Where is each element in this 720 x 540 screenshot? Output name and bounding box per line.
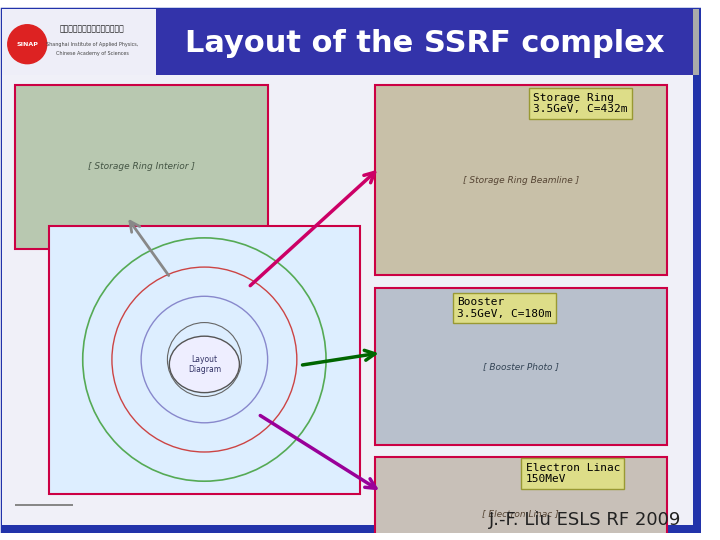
Circle shape bbox=[8, 25, 47, 64]
Bar bbox=[374, 85, 667, 275]
Text: Layout of the SSRF complex: Layout of the SSRF complex bbox=[184, 29, 664, 58]
Bar bbox=[2, 9, 156, 76]
Text: [ Booster Photo ]: [ Booster Photo ] bbox=[482, 362, 559, 371]
Bar bbox=[2, 76, 699, 528]
Text: J.-F. Liu ESLS RF 2009: J.-F. Liu ESLS RF 2009 bbox=[489, 511, 681, 529]
Ellipse shape bbox=[169, 336, 240, 393]
Bar bbox=[2, 525, 699, 530]
Text: SINAP: SINAP bbox=[17, 42, 38, 46]
Bar bbox=[14, 85, 268, 248]
Text: 中国科学院上海应用物理研究所: 中国科学院上海应用物理研究所 bbox=[60, 24, 125, 33]
Bar bbox=[374, 287, 667, 445]
Text: Chinese Academy of Sciences: Chinese Academy of Sciences bbox=[56, 51, 129, 57]
Bar bbox=[14, 504, 73, 507]
Text: [ Electron Linac ]: [ Electron Linac ] bbox=[482, 509, 559, 518]
Text: [ Storage Ring Beamline ]: [ Storage Ring Beamline ] bbox=[463, 176, 579, 185]
Bar bbox=[374, 457, 667, 540]
Text: Storage Ring
3.5GeV, C=432m: Storage Ring 3.5GeV, C=432m bbox=[534, 93, 628, 114]
Text: Layout
Diagram: Layout Diagram bbox=[188, 355, 221, 374]
Bar bbox=[156, 9, 693, 76]
Text: [ Storage Ring Interior ]: [ Storage Ring Interior ] bbox=[88, 163, 194, 171]
Bar bbox=[49, 226, 360, 494]
Bar bbox=[693, 9, 699, 76]
Text: Booster
3.5GeV, C=180m: Booster 3.5GeV, C=180m bbox=[457, 297, 552, 319]
Bar bbox=[693, 76, 699, 528]
Text: Electron Linac
150MeV: Electron Linac 150MeV bbox=[526, 463, 620, 484]
Text: Shanghai Institute of Applied Physics,: Shanghai Institute of Applied Physics, bbox=[46, 42, 138, 46]
